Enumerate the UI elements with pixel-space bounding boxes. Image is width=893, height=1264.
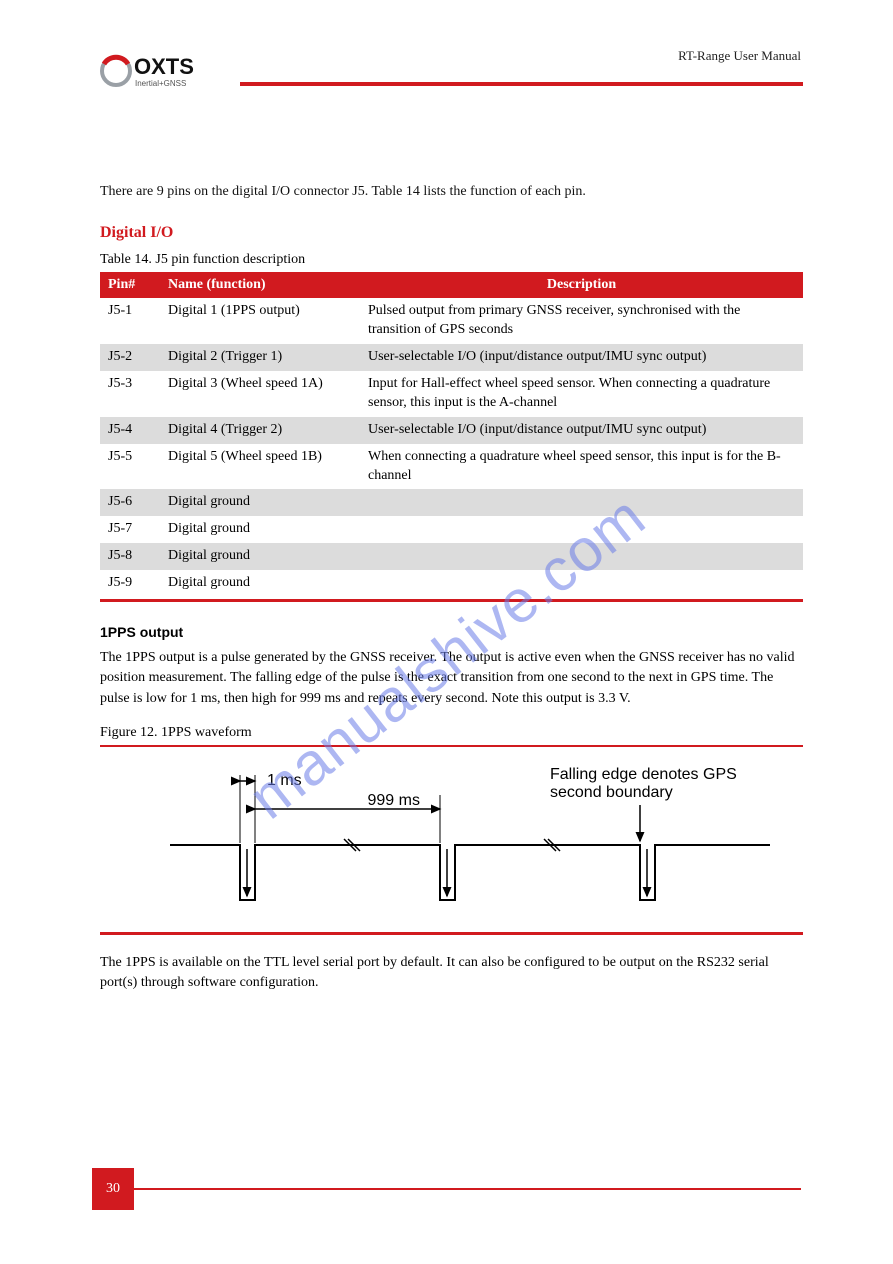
- pps-paragraph: The 1PPS output is a pulse generated by …: [100, 648, 803, 709]
- pin-table-head: Pin# Name (function) Description: [100, 272, 803, 298]
- cell-pin: J5-9: [100, 570, 160, 597]
- cell-pin: J5-3: [100, 371, 160, 417]
- table-row: J5-3Digital 3 (Wheel speed 1A)Input for …: [100, 371, 803, 417]
- cell-name: Digital 1 (1PPS output): [160, 298, 360, 344]
- cell-pin: J5-2: [100, 344, 160, 371]
- table-row: J5-2Digital 2 (Trigger 1)User-selectable…: [100, 344, 803, 371]
- brand-sub: Inertial+GNSS: [135, 79, 186, 88]
- cell-pin: J5-6: [100, 489, 160, 516]
- section-heading-digital-io: Digital I/O: [100, 224, 803, 242]
- cell-name: Digital ground: [160, 543, 360, 570]
- col-name: Name (function): [160, 272, 360, 298]
- table-row: J5-6Digital ground: [100, 489, 803, 516]
- col-desc: Description: [360, 272, 803, 298]
- cell-name: Digital 3 (Wheel speed 1A): [160, 371, 360, 417]
- table-row: J5-9Digital ground: [100, 570, 803, 597]
- table-row: J5-4Digital 4 (Trigger 2)User-selectable…: [100, 417, 803, 444]
- pin-table-body: J5-1Digital 1 (1PPS output)Pulsed output…: [100, 298, 803, 597]
- pps-waveform-svg: 1 ms 999 ms Falling edge denotes GPSsecond…: [110, 765, 790, 915]
- page: RT-Range User Manual OXTS Inertial+GNSS …: [0, 0, 893, 1264]
- cell-name: Digital ground: [160, 570, 360, 597]
- figure-1pps: 1 ms 999 ms Falling edge denotes GPSsecond…: [100, 745, 803, 935]
- cell-desc: Input for Hall-effect wheel speed sensor…: [360, 371, 803, 417]
- svg-text:second boundary: second boundary: [550, 784, 673, 801]
- section-heading-1pps: 1PPS output: [100, 624, 803, 640]
- oxts-logo-icon: OXTS Inertial+GNSS: [100, 50, 230, 92]
- pin-table: Pin# Name (function) Description J5-1Dig…: [100, 272, 803, 597]
- cell-desc: User-selectable I/O (input/distance outp…: [360, 344, 803, 371]
- table-row: J5-1Digital 1 (1PPS output)Pulsed output…: [100, 298, 803, 344]
- header-rule: [240, 82, 803, 86]
- cell-pin: J5-1: [100, 298, 160, 344]
- cell-name: Digital 2 (Trigger 1): [160, 344, 360, 371]
- svg-text:Falling edge denotes GPS: Falling edge denotes GPS: [550, 766, 737, 783]
- cell-name: Digital ground: [160, 516, 360, 543]
- cell-name: Digital ground: [160, 489, 360, 516]
- col-pin: Pin#: [100, 272, 160, 298]
- table-caption: Table 14. J5 pin function description: [100, 252, 803, 268]
- footer-rule: [134, 1188, 801, 1190]
- cell-name: Digital 5 (Wheel speed 1B): [160, 444, 360, 490]
- cell-desc: [360, 543, 803, 570]
- cell-desc: Pulsed output from primary GNSS receiver…: [360, 298, 803, 344]
- cell-pin: J5-7: [100, 516, 160, 543]
- table-row: J5-8Digital ground: [100, 543, 803, 570]
- cell-desc: User-selectable I/O (input/distance outp…: [360, 417, 803, 444]
- post-figure-paragraph: The 1PPS is available on the TTL level s…: [100, 953, 803, 994]
- cell-pin: J5-5: [100, 444, 160, 490]
- figure-caption: Figure 12. 1PPS waveform: [100, 725, 803, 741]
- cell-pin: J5-8: [100, 543, 160, 570]
- svg-text:1 ms: 1 ms: [267, 772, 302, 789]
- page-number-badge: 30: [92, 1168, 134, 1210]
- cell-name: Digital 4 (Trigger 2): [160, 417, 360, 444]
- brand-logo: OXTS Inertial+GNSS: [100, 50, 230, 92]
- brand-text: OXTS: [134, 54, 194, 79]
- intro-paragraph: There are 9 pins on the digital I/O conn…: [100, 182, 803, 202]
- cell-desc: [360, 489, 803, 516]
- cell-desc: [360, 516, 803, 543]
- cell-pin: J5-4: [100, 417, 160, 444]
- svg-text:999 ms: 999 ms: [368, 792, 420, 809]
- table-row: J5-5Digital 5 (Wheel speed 1B)When conne…: [100, 444, 803, 490]
- table-row: J5-7Digital ground: [100, 516, 803, 543]
- cell-desc: When connecting a quadrature wheel speed…: [360, 444, 803, 490]
- header-top-right: RT-Range User Manual: [678, 48, 801, 64]
- cell-desc: [360, 570, 803, 597]
- table-end-rule: [100, 599, 803, 602]
